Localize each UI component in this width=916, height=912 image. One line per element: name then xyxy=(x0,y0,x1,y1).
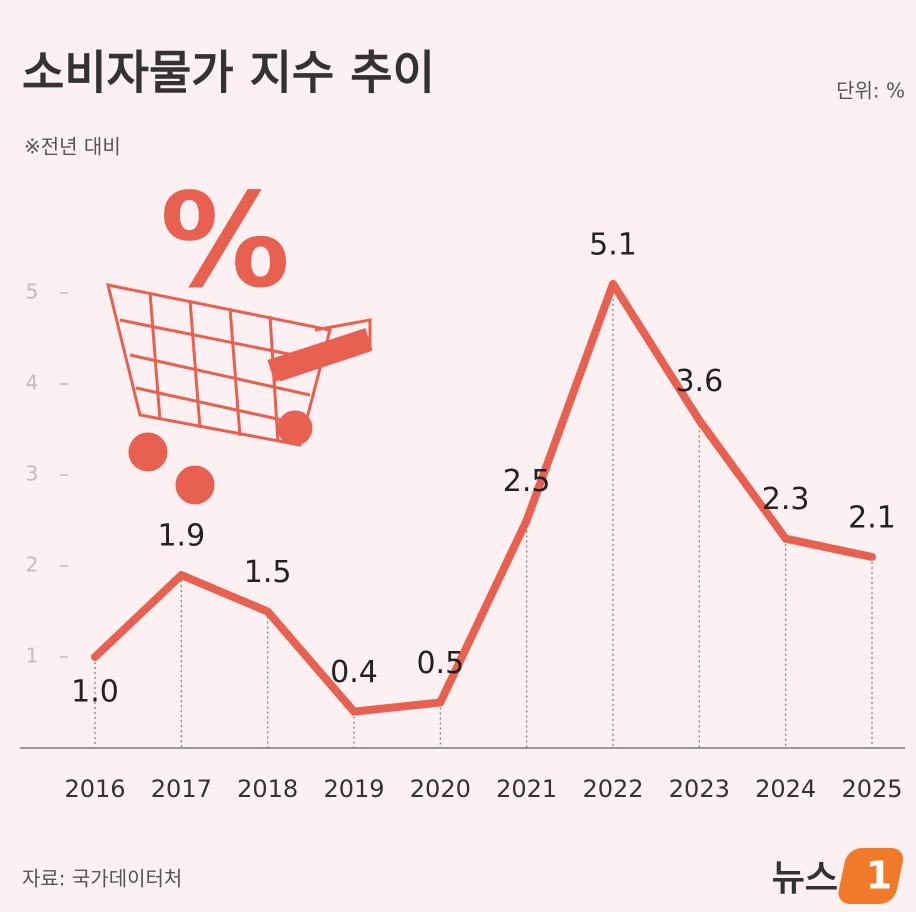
value-label: 0.5 xyxy=(416,646,464,681)
unit: 단위: % xyxy=(836,79,905,103)
chart-title: 소비자물가 지수 추이 xyxy=(22,46,435,100)
x-tick-label: 2022 xyxy=(582,775,643,803)
value-label: 1.9 xyxy=(157,519,205,554)
value-label: 2.3 xyxy=(762,482,810,517)
value-label: 5.1 xyxy=(589,227,637,262)
logo-text: 뉴스 xyxy=(772,858,838,899)
x-tick-label: 2017 xyxy=(151,775,212,803)
x-tick-label: 2023 xyxy=(669,775,730,803)
value-label: 2.5 xyxy=(503,464,551,499)
x-tick-label: 2019 xyxy=(323,775,384,803)
subtitle: ※전년 대비 xyxy=(24,135,121,159)
source: 자료: 국가데이터처 xyxy=(22,867,182,891)
logo-number: 1 xyxy=(866,854,892,898)
chart: 소비자물가 지수 추이 단위: % ※전년 대비 % 자료: 국가데이터처 뉴스… xyxy=(0,0,916,912)
x-tick-label: 2016 xyxy=(64,775,125,803)
y-tick-label: 5 xyxy=(26,280,39,304)
x-tick-label: 2018 xyxy=(237,775,298,803)
y-tick-label: 4 xyxy=(26,371,39,395)
y-tick-label: 3 xyxy=(26,462,39,486)
x-tick-label: 2025 xyxy=(841,775,902,803)
value-label: 1.5 xyxy=(244,555,292,590)
value-label: 1.0 xyxy=(71,675,119,710)
x-tick-label: 2020 xyxy=(410,775,471,803)
y-tick-label: 1 xyxy=(26,644,39,668)
value-label: 2.1 xyxy=(848,500,896,535)
x-tick-label: 2024 xyxy=(755,775,816,803)
value-label: 0.4 xyxy=(330,655,378,690)
y-tick-label: 2 xyxy=(26,553,39,577)
illustration-symbol: % xyxy=(160,165,290,317)
value-label: 3.6 xyxy=(675,364,723,399)
x-tick-label: 2021 xyxy=(496,775,557,803)
